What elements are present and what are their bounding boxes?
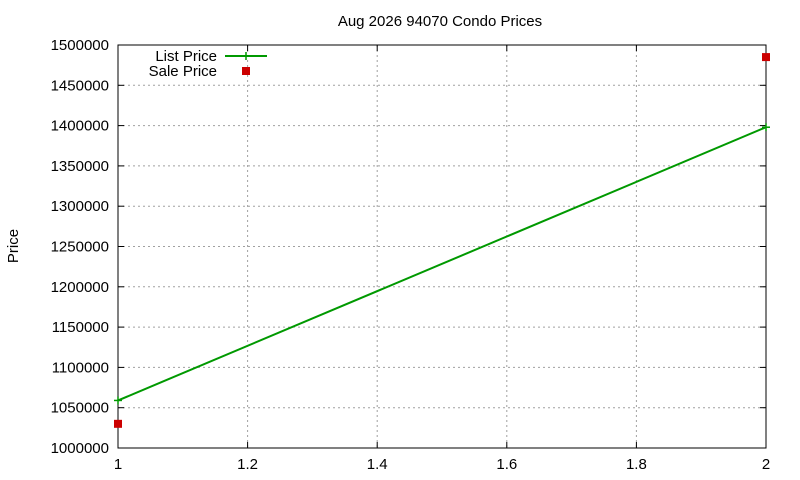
list-price-point (762, 123, 770, 132)
x-tick-label: 2 (762, 456, 770, 473)
y-tick-label: 1350000 (51, 158, 109, 175)
y-tick-label: 1250000 (51, 239, 109, 256)
x-tick-label: 1.6 (496, 456, 517, 473)
axis-ticks: 1 1.2 1.4 1.6 1.8 2 1000000 1050000 1100000 11500… (51, 37, 771, 473)
sale-price-point (114, 419, 122, 428)
list-price-line (117, 126, 767, 402)
y-tick-label: 1150000 (52, 319, 109, 336)
y-tick-label: 1050000 (51, 400, 109, 417)
legend-marker-list-price (242, 52, 250, 60)
y-tick-label: 1200000 (51, 279, 109, 296)
y-tick-label: 1500000 (51, 37, 109, 54)
sale-price-point (762, 53, 770, 62)
y-tick-label: 1300000 (51, 198, 109, 215)
series-layer (114, 53, 770, 428)
x-tick-label: 1.8 (626, 456, 647, 473)
legend-marker-sale-price (242, 67, 250, 75)
legend-label-list-price: List Price (155, 48, 217, 65)
legend-label-sale-price: Sale Price (149, 63, 217, 80)
grid (118, 45, 766, 448)
x-tick-label: 1.2 (237, 456, 258, 473)
plot-frame (117, 44, 767, 449)
y-axis-label: Price (5, 229, 22, 263)
y-tick-label: 1000000 (51, 440, 109, 457)
x-tick-label: 1 (114, 456, 122, 473)
x-tick-label: 1.4 (367, 456, 388, 473)
y-tick-label: 1450000 (51, 77, 109, 94)
y-tick-label: 1400000 (51, 118, 109, 135)
list-price-point (114, 396, 122, 405)
chart-title: Aug 2026 94070 Condo Prices (338, 13, 542, 30)
y-tick-label: 1100000 (52, 359, 109, 376)
